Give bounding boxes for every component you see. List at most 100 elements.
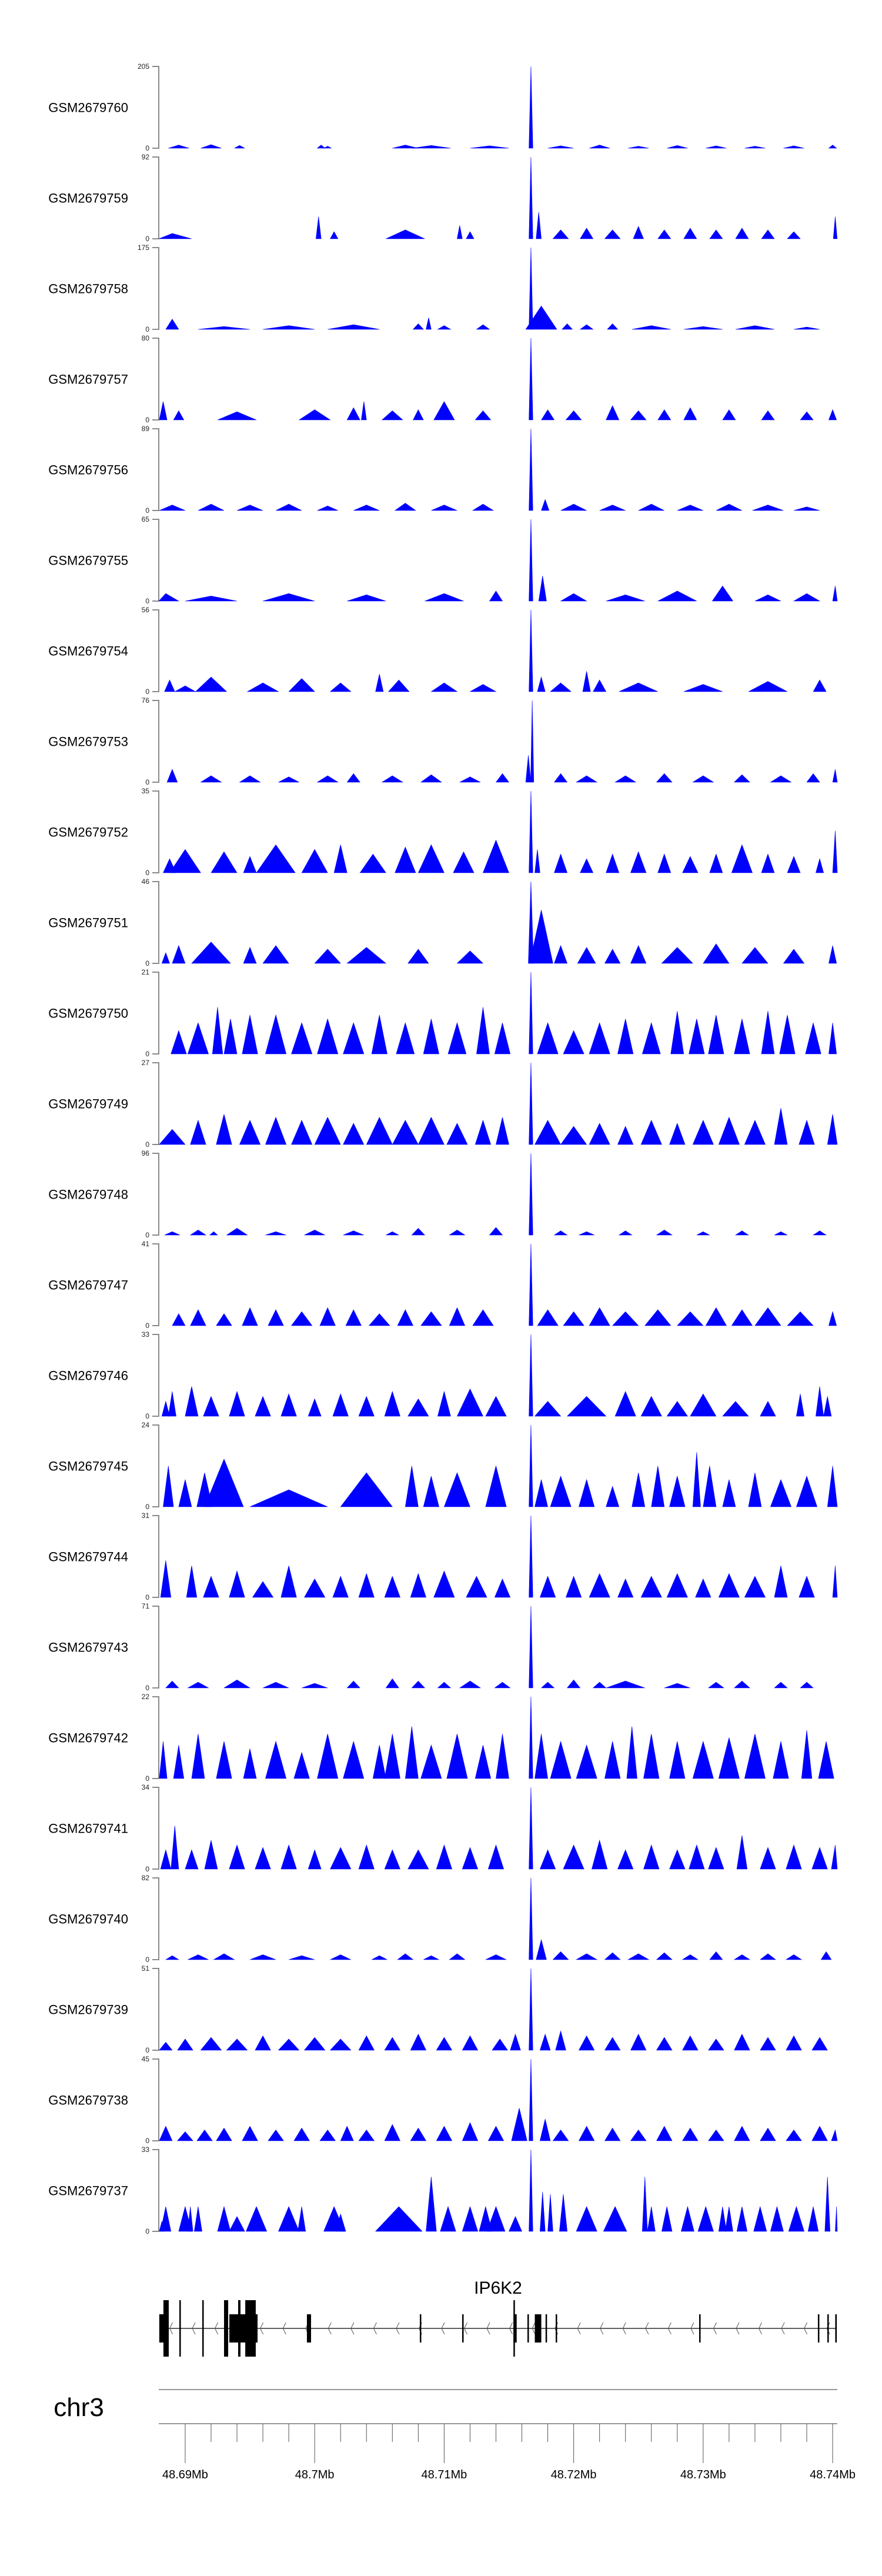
coverage-peak [800, 1681, 814, 1689]
coverage-peak [234, 145, 245, 149]
coverage-peak [343, 1230, 364, 1236]
coverage-peak [541, 409, 555, 421]
coverage-peak [392, 1120, 419, 1145]
coverage-peak [786, 1844, 802, 1870]
track-GSM2679747: GSM2679747 41 0 [48, 1240, 837, 1330]
coverage-peak [223, 1019, 238, 1055]
coverage-peak [423, 1476, 439, 1507]
coverage-peak [630, 2034, 647, 2051]
coverage-peak [640, 1576, 662, 1598]
track-GSM2679740: GSM2679740 82 0 [48, 1874, 832, 1964]
coverage-peak [268, 1309, 284, 1326]
coverage-peak [188, 1954, 209, 1960]
coverage-peak [358, 2129, 375, 2141]
coverage-peak [683, 228, 697, 239]
coverage-peak [165, 1955, 179, 1960]
strand-arrow-icon [736, 2322, 740, 2335]
coverage-peak [793, 326, 820, 330]
coverage-peak [496, 1117, 509, 1145]
y-axis [152, 2149, 159, 2232]
coverage-peak [614, 775, 637, 783]
coverage-peak [833, 216, 838, 239]
coding-exon [202, 2300, 204, 2357]
coverage-peak [249, 1489, 328, 1507]
track-GSM2679756: GSM2679756 89 0 [48, 425, 820, 515]
coverage-peak [319, 1307, 336, 1326]
coverage-peak [268, 2129, 284, 2141]
coverage-peak [796, 1475, 818, 1507]
coverage-peak [410, 1573, 426, 1598]
coverage-peak [553, 1230, 568, 1236]
y-zero-tick-label: 0 [145, 597, 149, 605]
coverage-peak [807, 2206, 819, 2232]
track-label: GSM2679755 [48, 553, 128, 568]
strand-arrow-icon [645, 2322, 649, 2335]
coverage-peak [640, 1120, 662, 1145]
coverage-peak [242, 2125, 258, 2141]
coverage-peak [423, 1019, 439, 1055]
coverage-peak [744, 146, 766, 149]
coverage-peak [246, 682, 279, 692]
coverage-peak [397, 1953, 414, 1960]
coverage-peak [371, 1955, 387, 1960]
coverage-peak [534, 1479, 548, 1507]
coverage-peak [529, 1153, 533, 1236]
coverage-peak [657, 229, 671, 239]
coverage-peak [483, 839, 509, 873]
coverage-peak [604, 1952, 621, 1960]
coverage-peak [734, 1019, 750, 1055]
coverage-peak [278, 776, 299, 783]
coverage-peak [510, 2033, 521, 2051]
coverage-peak [677, 1311, 704, 1326]
coverage-peak [437, 1390, 451, 1417]
coverage-peak [692, 1452, 701, 1507]
coverage-peak [164, 679, 175, 692]
y-zero-tick-label: 0 [145, 1593, 149, 1601]
coverage-peak [827, 1114, 838, 1145]
coverage-peak [446, 1123, 468, 1145]
coverage-peak [539, 2118, 551, 2141]
y-max-tick-label: 65 [142, 515, 150, 523]
coverage-peak [437, 325, 452, 330]
y-zero-tick-label: 0 [145, 1050, 149, 1058]
track-GSM2679745: GSM2679745 24 0 [48, 1421, 838, 1511]
strand-arrow-icon [441, 2322, 445, 2335]
coverage-peak [604, 2037, 621, 2051]
coverage-peak [552, 229, 569, 239]
coverage-peak [204, 1459, 244, 1507]
track-label: GSM2679757 [48, 372, 128, 387]
track-GSM2679760: GSM2679760 205 0 [48, 62, 837, 152]
coverage-peak [420, 1744, 442, 1779]
coverage-peak [489, 1227, 503, 1236]
y-max-tick-label: 45 [142, 2055, 150, 2063]
coverage-peak [770, 2205, 784, 2232]
y-max-tick-label: 89 [142, 425, 150, 433]
coverage-peak [395, 846, 416, 873]
track-label: GSM2679742 [48, 1731, 128, 1746]
y-zero-tick-label: 0 [145, 1956, 149, 1964]
coverage-peak [787, 231, 801, 239]
coverage-peak [735, 228, 749, 239]
coverage-peak [627, 1953, 650, 1960]
coverage-peak [592, 1681, 607, 1689]
exon [835, 2314, 837, 2343]
coverage-peak [353, 505, 380, 511]
coverage-peak [226, 1228, 248, 1236]
coverage-peak [457, 225, 463, 239]
coverage-peak [774, 1681, 788, 1689]
coverage-peak [735, 325, 775, 330]
coverage-peak [537, 1309, 559, 1326]
coverage-peak [682, 2127, 699, 2141]
track-GSM2679752: GSM2679752 35 0 [48, 787, 838, 877]
coverage-peak [211, 851, 238, 873]
coverage-peak [560, 593, 587, 602]
coverage-peak [589, 1123, 610, 1145]
coverage-peak [705, 1307, 727, 1326]
coverage-peak [475, 1745, 492, 1779]
coverage-peak [168, 145, 189, 149]
y-axis [152, 1968, 159, 2051]
y-zero-tick-label: 0 [145, 1774, 149, 1783]
coverage-peak [436, 2125, 453, 2141]
coverage-peak [410, 2034, 427, 2051]
coverage-peak [385, 1678, 399, 1689]
